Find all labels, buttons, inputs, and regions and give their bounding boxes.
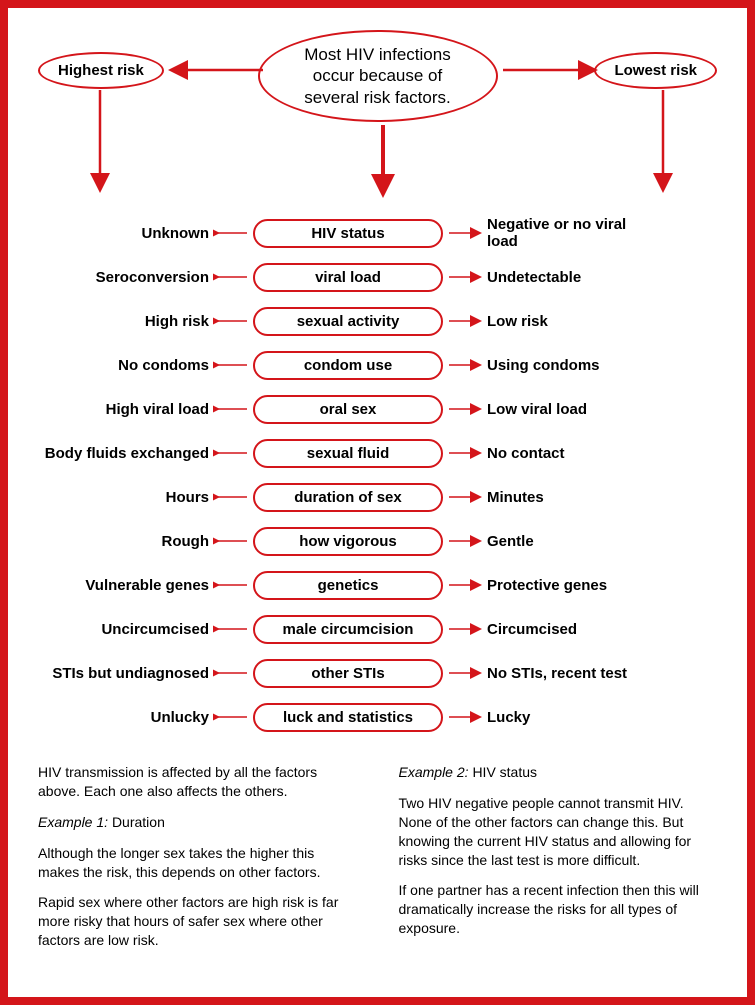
factor-right-value: Low risk xyxy=(483,313,658,330)
arrow-left-icon xyxy=(213,488,249,506)
factor-row: Vulnerable genes genetics Protective genes xyxy=(38,563,717,607)
example-1-heading: Example 1: Duration xyxy=(38,813,357,832)
factor-right-value: Low viral load xyxy=(483,401,658,418)
header-area: Most HIV infections occur because of sev… xyxy=(38,30,717,205)
factors-list: Unknown HIV status Negative or no viral lo… xyxy=(38,211,717,739)
factor-right-value: Using condoms xyxy=(483,357,658,374)
factor-left-value: Uncircumcised xyxy=(38,621,213,638)
arrow-right-icon xyxy=(447,532,483,550)
arrow-right-icon xyxy=(447,620,483,638)
factor-row: Seroconversion viral load Undetectable xyxy=(38,255,717,299)
factor-pill: viral load xyxy=(253,263,443,292)
factor-left-value: Unlucky xyxy=(38,709,213,726)
arrow-right-icon xyxy=(447,576,483,594)
arrow-left-icon xyxy=(213,620,249,638)
factor-row: Body fluids exchanged sexual fluid No cont… xyxy=(38,431,717,475)
example-2-p1: Two HIV negative people cannot transmit … xyxy=(399,794,718,870)
arrow-right-icon xyxy=(447,312,483,330)
factor-row: Uncircumcised male circumcision Circumcise… xyxy=(38,607,717,651)
arrow-left-icon xyxy=(213,268,249,286)
arrow-right-icon xyxy=(447,444,483,462)
factor-row: High risk sexual activity Low risk xyxy=(38,299,717,343)
factor-right-value: No STIs, recent test xyxy=(483,665,658,682)
arrow-right-icon xyxy=(447,356,483,374)
arrow-right-icon xyxy=(447,224,483,242)
factor-pill: duration of sex xyxy=(253,483,443,512)
footer-col-right: Example 2: HIV status Two HIV negative p… xyxy=(399,763,718,962)
factor-right-value: Gentle xyxy=(483,533,658,550)
factor-right-value: No contact xyxy=(483,445,658,462)
arrow-right-icon xyxy=(447,268,483,286)
factor-left-value: Vulnerable genes xyxy=(38,577,213,594)
example-2-heading: Example 2: HIV status xyxy=(399,763,718,782)
factor-pill: how vigorous xyxy=(253,527,443,556)
example-2-label: Example 2: xyxy=(399,764,469,780)
example-1-p1: Although the longer sex takes the higher… xyxy=(38,844,357,882)
factor-left-value: Body fluids exchanged xyxy=(38,445,213,462)
example-1-p2: Rapid sex where other factors are high r… xyxy=(38,893,357,950)
factor-pill: oral sex xyxy=(253,395,443,424)
factor-left-value: Seroconversion xyxy=(38,269,213,286)
arrow-left-icon xyxy=(213,312,249,330)
arrow-left-icon xyxy=(213,444,249,462)
factor-right-value: Circumcised xyxy=(483,621,658,638)
factor-pill: genetics xyxy=(253,571,443,600)
factor-row: Hours duration of sex Minutes xyxy=(38,475,717,519)
arrow-right-icon xyxy=(447,400,483,418)
arrow-left-icon xyxy=(213,576,249,594)
factor-row: STIs but undiagnosed other STIs No STIs, r… xyxy=(38,651,717,695)
footer-col-left: HIV transmission is affected by all the … xyxy=(38,763,357,962)
footer-text: HIV transmission is affected by all the … xyxy=(38,763,717,962)
factor-right-value: Minutes xyxy=(483,489,658,506)
factor-pill: HIV status xyxy=(253,219,443,248)
factor-right-value: Lucky xyxy=(483,709,658,726)
factor-pill: condom use xyxy=(253,351,443,380)
arrow-right-icon xyxy=(447,488,483,506)
factor-row: Unknown HIV status Negative or no viral lo… xyxy=(38,211,717,255)
factor-left-value: Rough xyxy=(38,533,213,550)
arrow-left-icon xyxy=(213,532,249,550)
factor-left-value: No condoms xyxy=(38,357,213,374)
factor-row: Unlucky luck and statistics Lucky xyxy=(38,695,717,739)
arrow-left-icon xyxy=(213,664,249,682)
arrow-right-icon xyxy=(447,664,483,682)
arrow-left-icon xyxy=(213,356,249,374)
example-2-title: HIV status xyxy=(472,764,537,780)
diagram-frame: Most HIV infections occur because of sev… xyxy=(0,0,755,1005)
factor-pill: other STIs xyxy=(253,659,443,688)
factor-pill: sexual activity xyxy=(253,307,443,336)
factor-right-value: Negative or no viral load xyxy=(483,216,658,250)
factor-left-value: Hours xyxy=(38,489,213,506)
arrow-right-icon xyxy=(447,708,483,726)
example-1-title: Duration xyxy=(112,814,165,830)
example-1-label: Example 1: xyxy=(38,814,108,830)
factor-pill: male circumcision xyxy=(253,615,443,644)
factor-left-value: High viral load xyxy=(38,401,213,418)
factor-pill: luck and statistics xyxy=(253,703,443,732)
arrow-left-icon xyxy=(213,708,249,726)
factor-left-value: STIs but undiagnosed xyxy=(38,665,213,682)
header-arrows xyxy=(38,30,717,205)
factor-left-value: Unknown xyxy=(38,225,213,242)
footer-intro: HIV transmission is affected by all the … xyxy=(38,763,357,801)
factor-left-value: High risk xyxy=(38,313,213,330)
arrow-left-icon xyxy=(213,400,249,418)
factor-pill: sexual fluid xyxy=(253,439,443,468)
example-2-p2: If one partner has a recent infection th… xyxy=(399,881,718,938)
factor-right-value: Protective genes xyxy=(483,577,658,594)
factor-row: No condoms condom use Using condoms xyxy=(38,343,717,387)
arrow-left-icon xyxy=(213,224,249,242)
factor-right-value: Undetectable xyxy=(483,269,658,286)
factor-row: High viral load oral sex Low viral load xyxy=(38,387,717,431)
factor-row: Rough how vigorous Gentle xyxy=(38,519,717,563)
